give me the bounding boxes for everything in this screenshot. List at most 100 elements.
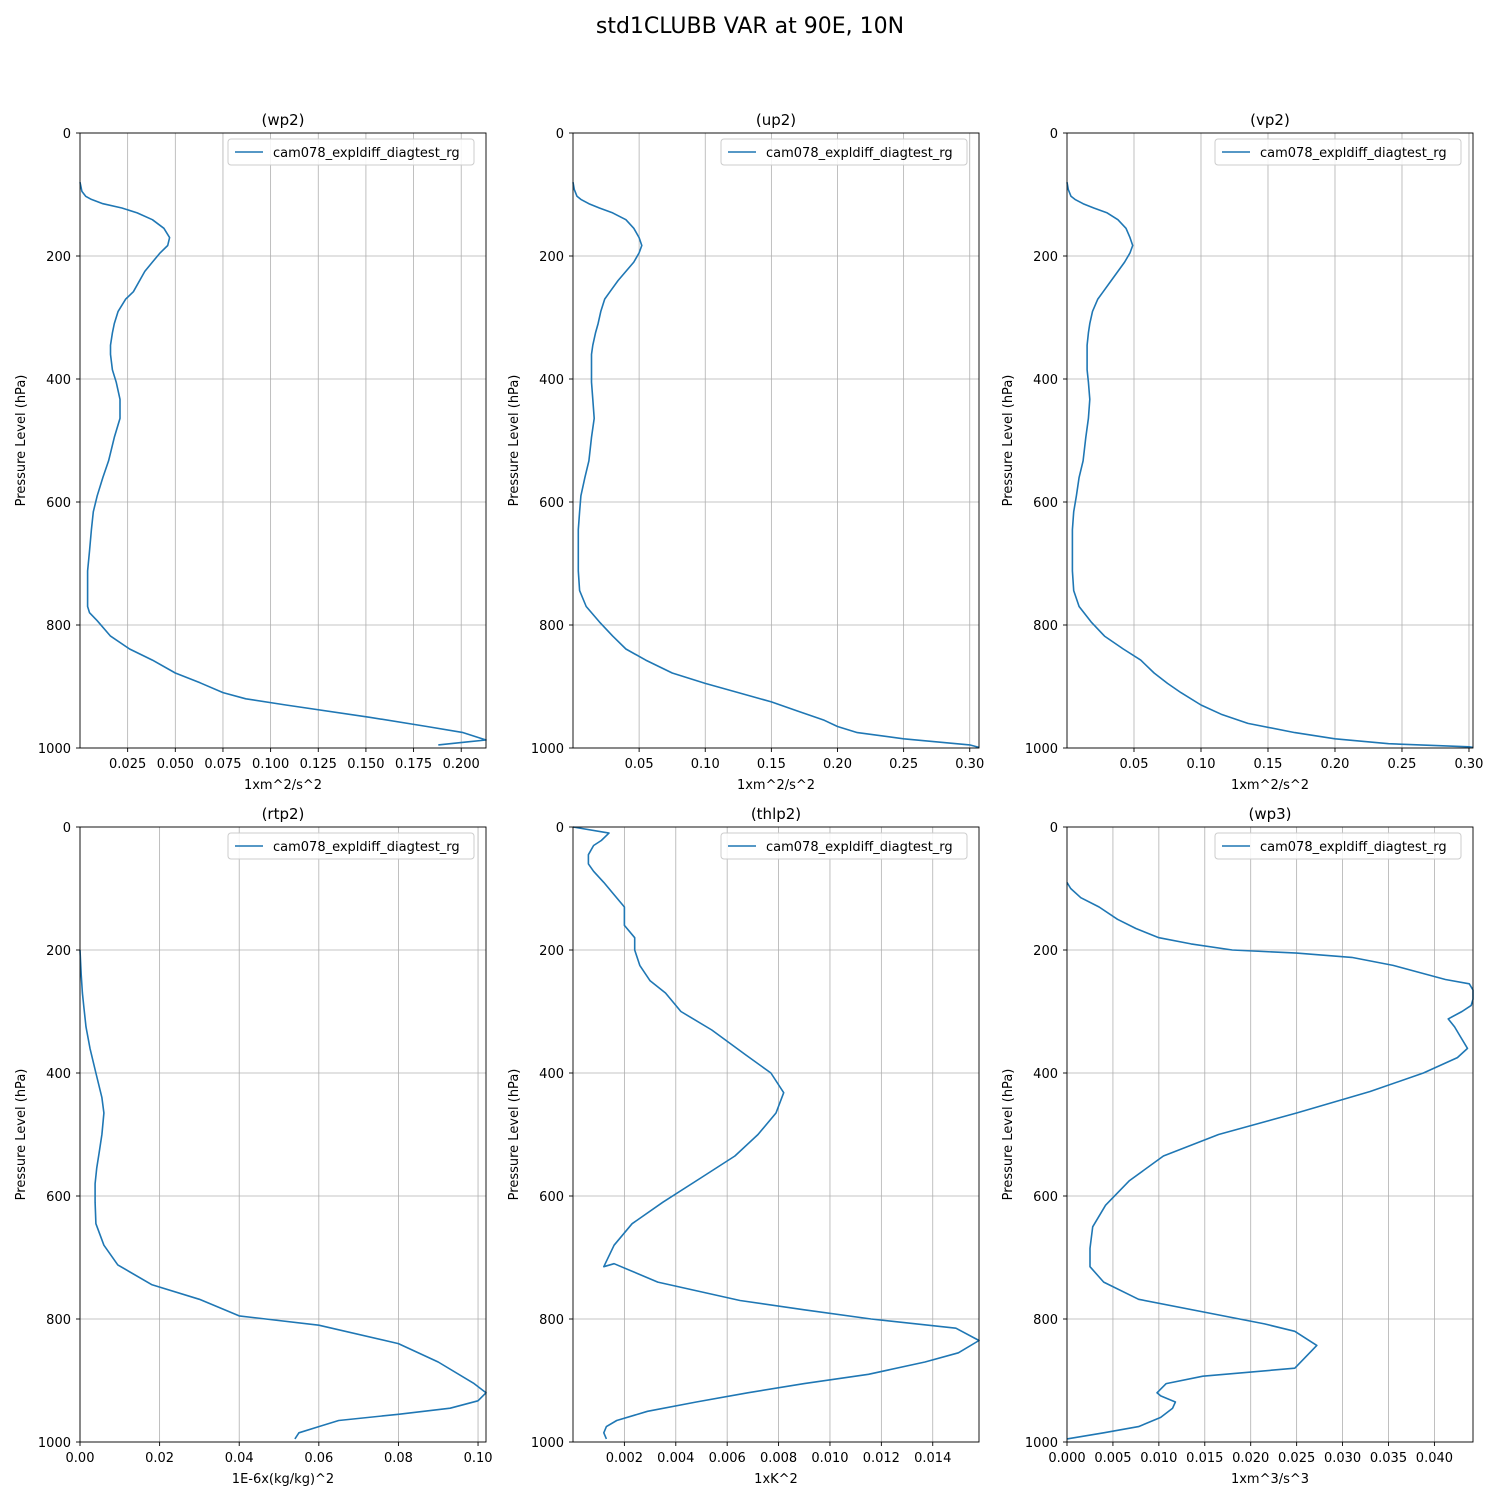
y-tick-label: 800: [1033, 1313, 1058, 1328]
x-tick-label: 0.006: [709, 1451, 746, 1466]
x-tick-label: 0.025: [109, 757, 146, 772]
plot-frame: [79, 826, 487, 1443]
x-tick-label: 0.20: [823, 757, 852, 772]
series-line: [572, 182, 980, 749]
x-tick-label: 0.035: [1370, 1451, 1407, 1466]
x-tick-label: 0.015: [1186, 1451, 1223, 1466]
x-tick-label: 0.200: [443, 757, 480, 772]
x-tick-label: 0.175: [395, 757, 432, 772]
x-tick-label: 0.25: [889, 757, 918, 772]
y-tick-label: 800: [1033, 619, 1058, 634]
legend-box: [227, 832, 475, 860]
x-tick-label: 0.30: [1455, 757, 1484, 772]
series-line: [1066, 182, 1474, 749]
x-tick-label: 0.10: [691, 757, 720, 772]
panel-title: (wp2): [261, 111, 304, 129]
y-tick-label: 800: [539, 1313, 564, 1328]
y-tick-label: 400: [539, 373, 564, 388]
plot-frame: [1066, 826, 1474, 1443]
x-tick-label: 0.004: [657, 1451, 694, 1466]
y-axis-label: Pressure Level (hPa): [14, 1069, 29, 1201]
y-axis-label: Pressure Level (hPa): [14, 375, 29, 507]
y-tick-label: 1000: [1025, 1436, 1058, 1451]
y-axis-label: Pressure Level (hPa): [1001, 1069, 1016, 1201]
y-tick-label: 600: [1033, 1190, 1058, 1205]
x-tick-label: 0.040: [1416, 1451, 1453, 1466]
y-tick-label: 1000: [38, 742, 71, 757]
x-tick-label: 0.010: [811, 1451, 848, 1466]
panel-title: (wp3): [1248, 805, 1291, 823]
chart-panel-4: 0.00 0.02 0.04 0.06 0.08 0.10 0 200 400 600 800 100…: [14, 805, 493, 1487]
y-tick-label: 600: [46, 496, 71, 511]
x-tick-label: 0.15: [757, 757, 786, 772]
chart-panel-2: 0.05 0.10 0.15 0.20 0.25 0.30 0 200 400 600 800 100…: [507, 111, 984, 793]
chart-panel-3: 0.05 0.10 0.15 0.20 0.25 0.30 0 200 400 600 800 100…: [1001, 111, 1483, 793]
y-tick-label: 600: [539, 496, 564, 511]
legend-label: cam078_expldiff_diagtest_rg: [766, 146, 953, 161]
series-line: [79, 182, 487, 746]
y-axis-label: Pressure Level (hPa): [507, 1069, 522, 1201]
plot-frame: [572, 826, 980, 1443]
series-line: [79, 949, 487, 1440]
y-tick-label: 200: [539, 250, 564, 265]
y-tick-label: 400: [1033, 1067, 1058, 1082]
chart-panel-6: 0.000 0.005 0.010 0.015 0.020 0.025 0.030 0.035…: [1001, 805, 1474, 1487]
x-tick-label: 0.06: [304, 1451, 333, 1466]
x-tick-label: 0.00: [66, 1451, 95, 1466]
x-tick-label: 0.05: [1120, 757, 1149, 772]
series-line: [1066, 881, 1474, 1440]
x-tick-label: 0.100: [252, 757, 289, 772]
x-tick-label: 0.10: [1187, 757, 1216, 772]
y-tick-label: 200: [46, 250, 71, 265]
x-tick-label: 0.025: [1278, 1451, 1315, 1466]
x-tick-label: 0.05: [625, 757, 654, 772]
y-tick-label: 200: [46, 944, 71, 959]
x-axis-label: 1E-6x(kg/kg)^2: [232, 1472, 334, 1487]
y-tick-label: 1000: [531, 742, 564, 757]
y-tick-label: 200: [1033, 944, 1058, 959]
y-tick-label: 600: [539, 1190, 564, 1205]
legend-label: cam078_expldiff_diagtest_rg: [273, 146, 460, 161]
y-tick-label: 1000: [531, 1436, 564, 1451]
x-tick-label: 0.050: [157, 757, 194, 772]
x-tick-label: 0.10: [464, 1451, 493, 1466]
panel-title: (vp2): [1250, 111, 1290, 129]
x-tick-label: 0.005: [1094, 1451, 1131, 1466]
panel-title: (thlp2): [751, 805, 801, 823]
x-tick-label: 0.075: [204, 757, 241, 772]
chart-panel-5: 0.002 0.004 0.006 0.008 0.010 0.012 0.014 0 200 4…: [507, 805, 980, 1487]
x-tick-label: 0.000: [1048, 1451, 1085, 1466]
y-tick-label: 0: [63, 821, 71, 836]
y-tick-label: 400: [1033, 373, 1058, 388]
figure-title: std1CLUBB VAR at 90E, 10N: [595, 14, 905, 39]
y-tick-label: 200: [1033, 250, 1058, 265]
legend: cam078_expldiff_diagtest_rg: [1214, 832, 1462, 860]
x-axis-label: 1xm^2/s^2: [1231, 778, 1309, 793]
legend: cam078_expldiff_diagtest_rg: [1214, 138, 1462, 166]
y-tick-label: 600: [1033, 496, 1058, 511]
x-tick-label: 0.020: [1232, 1451, 1269, 1466]
x-tick-label: 0.014: [914, 1451, 951, 1466]
x-tick-label: 0.030: [1324, 1451, 1361, 1466]
x-tick-label: 0.25: [1388, 757, 1417, 772]
x-tick-label: 0.150: [347, 757, 384, 772]
y-tick-label: 0: [556, 821, 564, 836]
series-line: [572, 826, 980, 1440]
x-axis-label: 1xK^2: [754, 1472, 798, 1487]
y-tick-label: 800: [539, 619, 564, 634]
y-tick-label: 0: [63, 127, 71, 142]
panel-title: (up2): [756, 111, 796, 129]
x-axis-label: 1xm^2/s^2: [737, 778, 815, 793]
y-axis-label: Pressure Level (hPa): [507, 375, 522, 507]
x-tick-label: 0.008: [760, 1451, 797, 1466]
x-tick-label: 0.010: [1140, 1451, 1177, 1466]
legend-box: [227, 138, 475, 166]
chart-panel-1: 0.025 0.050 0.075 0.100 0.125 0.150 0.175 0.200…: [14, 111, 487, 793]
x-tick-label: 0.012: [863, 1451, 900, 1466]
y-axis-label: Pressure Level (hPa): [1001, 375, 1016, 507]
y-tick-label: 600: [46, 1190, 71, 1205]
y-tick-label: 0: [1050, 821, 1058, 836]
legend-label: cam078_expldiff_diagtest_rg: [1260, 840, 1447, 855]
y-tick-label: 0: [556, 127, 564, 142]
